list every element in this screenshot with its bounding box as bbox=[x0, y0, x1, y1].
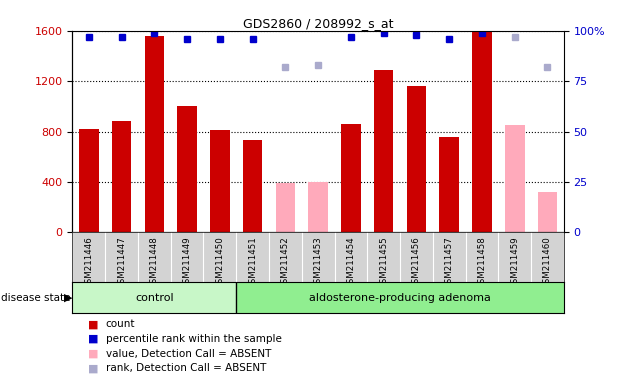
Bar bbox=[374, 70, 394, 232]
Bar bbox=[177, 106, 197, 232]
Text: ■: ■ bbox=[88, 334, 99, 344]
Text: ■: ■ bbox=[88, 349, 99, 359]
Bar bbox=[210, 130, 230, 232]
Text: GSM211454: GSM211454 bbox=[346, 236, 355, 289]
Text: percentile rank within the sample: percentile rank within the sample bbox=[106, 334, 282, 344]
Text: GSM211453: GSM211453 bbox=[314, 236, 323, 289]
Bar bbox=[79, 129, 99, 232]
Bar bbox=[112, 121, 132, 232]
Text: GSM211455: GSM211455 bbox=[379, 236, 388, 289]
Bar bbox=[406, 86, 427, 232]
Text: control: control bbox=[135, 293, 174, 303]
Text: GSM211446: GSM211446 bbox=[84, 236, 93, 289]
Text: GSM211448: GSM211448 bbox=[150, 236, 159, 289]
Bar bbox=[472, 32, 492, 232]
Bar bbox=[243, 140, 263, 232]
Text: ■: ■ bbox=[88, 363, 99, 373]
Text: GSM211457: GSM211457 bbox=[445, 236, 454, 289]
Text: rank, Detection Call = ABSENT: rank, Detection Call = ABSENT bbox=[106, 363, 266, 373]
Text: GSM211456: GSM211456 bbox=[412, 236, 421, 289]
Text: ■: ■ bbox=[88, 319, 99, 329]
Text: count: count bbox=[106, 319, 135, 329]
Bar bbox=[341, 124, 361, 232]
Title: GDS2860 / 208992_s_at: GDS2860 / 208992_s_at bbox=[243, 17, 393, 30]
Text: disease state: disease state bbox=[1, 293, 71, 303]
Bar bbox=[537, 192, 558, 232]
Bar bbox=[505, 125, 525, 232]
Text: aldosterone-producing adenoma: aldosterone-producing adenoma bbox=[309, 293, 491, 303]
Text: GSM211449: GSM211449 bbox=[183, 236, 192, 289]
Text: ▶: ▶ bbox=[64, 293, 72, 303]
Text: GSM211450: GSM211450 bbox=[215, 236, 224, 289]
Bar bbox=[72, 282, 236, 313]
Text: GSM211447: GSM211447 bbox=[117, 236, 126, 289]
Text: GSM211458: GSM211458 bbox=[478, 236, 486, 289]
Text: GSM211452: GSM211452 bbox=[281, 236, 290, 289]
Bar bbox=[308, 182, 328, 232]
Text: value, Detection Call = ABSENT: value, Detection Call = ABSENT bbox=[106, 349, 272, 359]
Text: GSM211460: GSM211460 bbox=[543, 236, 552, 289]
Text: GSM211459: GSM211459 bbox=[510, 236, 519, 289]
Bar bbox=[275, 183, 295, 232]
Bar bbox=[144, 36, 164, 232]
Text: GSM211451: GSM211451 bbox=[248, 236, 257, 289]
Bar bbox=[439, 137, 459, 232]
